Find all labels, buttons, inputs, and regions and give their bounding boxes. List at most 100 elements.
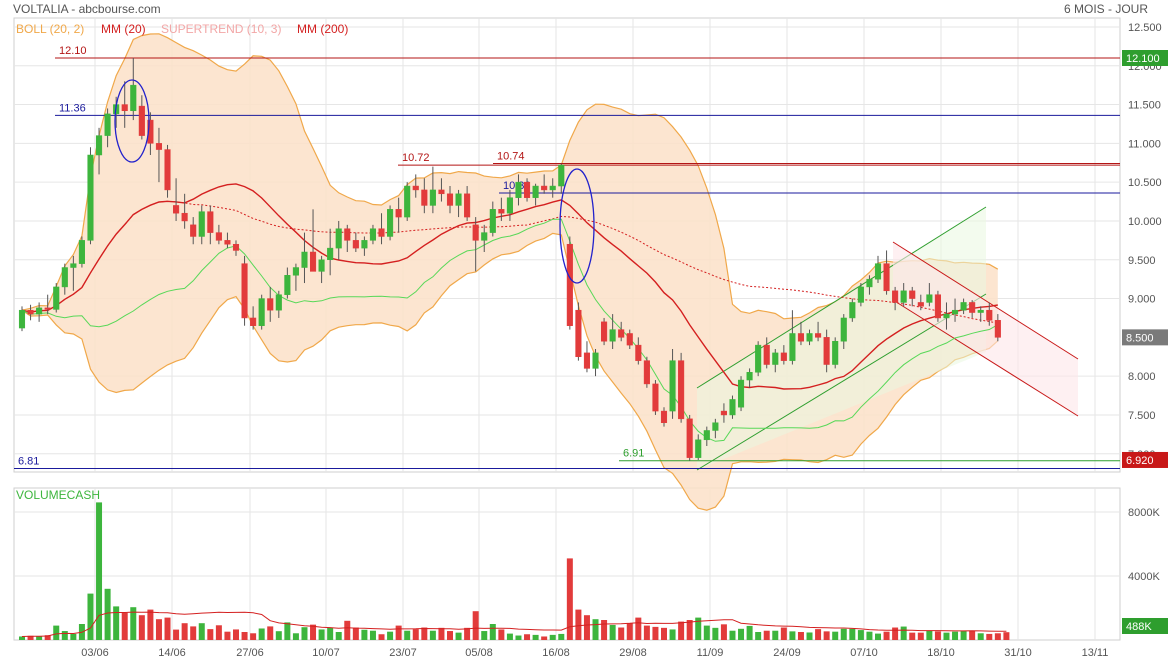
volume-bar: [250, 633, 257, 640]
candle-body: [909, 290, 916, 299]
volume-bar: [61, 631, 68, 640]
x-tick-label: 13/11: [1082, 647, 1109, 659]
candle: [412, 174, 419, 198]
volume-bar: [438, 627, 445, 640]
candle-body: [489, 209, 496, 233]
volume-bar: [969, 630, 976, 640]
candle-body: [335, 228, 342, 249]
volume-bar: [934, 631, 941, 640]
legend-mm20: MM (20): [101, 22, 146, 36]
candle: [275, 290, 282, 318]
candle: [78, 236, 85, 268]
candle-body: [472, 224, 479, 241]
level-label: 10.74: [497, 151, 525, 163]
volume-bar: [789, 631, 796, 640]
volume-bar: [164, 617, 171, 640]
volume-bar: [53, 625, 60, 640]
candle: [173, 178, 180, 221]
volume-bar: [130, 607, 137, 640]
candle: [309, 209, 317, 272]
x-tick-label: 03/06: [81, 647, 109, 659]
period-label: 6 MOIS - JOUR: [1064, 2, 1148, 16]
candle-body: [267, 298, 274, 311]
candle: [130, 58, 137, 121]
candle: [18, 306, 26, 332]
candle: [823, 329, 830, 373]
candle-body: [934, 294, 941, 319]
candle-body: [318, 259, 325, 272]
candle-body: [994, 320, 1001, 338]
volume-bar: [575, 609, 582, 640]
volume-bar: [378, 634, 385, 640]
candle-body: [772, 352, 779, 365]
candle-body: [643, 360, 650, 385]
x-tick-label: 27/06: [236, 647, 264, 659]
volume-bar: [866, 631, 873, 640]
candle-body: [883, 263, 890, 292]
candle-body: [652, 383, 659, 412]
mm200-line: [21, 200, 998, 324]
candle-body: [669, 360, 676, 412]
y-tick-label: 8.000: [1128, 371, 1156, 383]
volume-bar: [421, 627, 428, 640]
candle: [729, 395, 736, 419]
volume-bar: [292, 633, 299, 640]
supertrend-line: [21, 218, 999, 442]
candle: [678, 352, 685, 423]
volume-bar: [190, 626, 197, 640]
candle: [387, 205, 394, 241]
candle-body: [173, 205, 180, 214]
annotation-ellipse: [114, 79, 150, 163]
candle: [498, 197, 505, 221]
volume-bar: [738, 628, 745, 640]
candle-body: [36, 307, 43, 315]
candle-body: [575, 309, 582, 358]
price-badge: [1122, 451, 1168, 468]
bollinger-lower: [21, 232, 999, 511]
candle-body: [609, 329, 616, 342]
bollinger-fill: [22, 33, 998, 511]
candle-body: [789, 333, 796, 361]
candle: [27, 304, 34, 321]
volume-bar: [181, 623, 188, 640]
candle-body: [746, 372, 753, 381]
candle: [464, 186, 471, 221]
volume-bar: [19, 636, 25, 640]
volume-bar: [455, 632, 462, 640]
volume-bar: [70, 633, 77, 640]
candle-body: [806, 333, 813, 342]
volume-bar: [840, 628, 847, 640]
volume-bar: [917, 632, 924, 640]
candle-body: [618, 329, 625, 338]
volume-bar: [618, 627, 625, 640]
candle-body: [44, 307, 51, 310]
x-tick-label: 16/08: [542, 647, 570, 659]
y-tick-label: 10.000: [1128, 216, 1162, 228]
candle: [866, 275, 873, 295]
candle-body: [275, 294, 282, 311]
candle-body: [301, 251, 308, 268]
volume-bar: [395, 625, 402, 640]
candle-body: [412, 185, 419, 191]
candle-body: [198, 211, 205, 237]
candle: [669, 349, 676, 419]
candle: [232, 240, 240, 256]
candle: [301, 232, 308, 284]
candle: [789, 310, 796, 365]
candle: [181, 193, 188, 229]
price-panel-frame: [13, 17, 1121, 473]
candle-body: [729, 399, 736, 416]
x-tick-label: 14/06: [158, 647, 186, 659]
volume-bar: [720, 624, 727, 640]
volume-bar: [746, 625, 753, 640]
volume-bar: [849, 628, 856, 640]
candle-body: [404, 185, 411, 218]
volume-bar: [87, 593, 94, 640]
candle-body: [686, 418, 693, 458]
candle: [969, 300, 976, 318]
volume-bar: [583, 615, 590, 640]
volume-bar: [429, 630, 436, 640]
candle-body: [695, 439, 702, 458]
volume-bar: [943, 632, 950, 640]
volume-bar: [635, 617, 642, 640]
